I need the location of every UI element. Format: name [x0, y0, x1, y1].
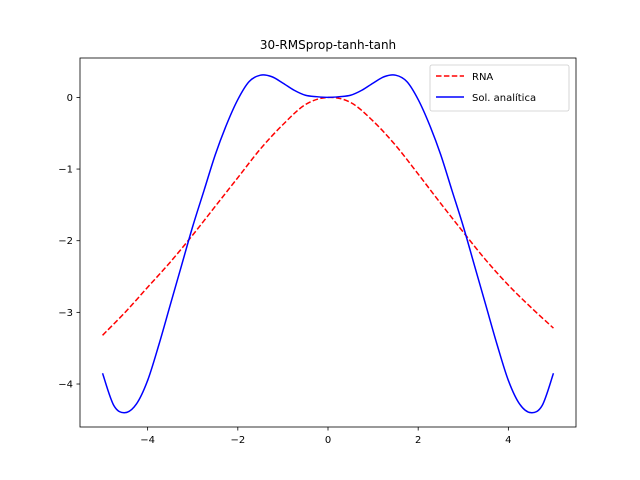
legend: RNA Sol. analítica [429, 64, 570, 112]
y-axis-ticks: −4 −3 −2 −1 0 [58, 93, 80, 391]
y-tick-label: −3 [58, 308, 73, 319]
x-tick-label: 0 [325, 435, 331, 446]
legend-box [429, 64, 570, 112]
series-line-sol-analitica [101, 74, 555, 414]
x-axis-ticks: −4 −2 0 2 4 [140, 427, 512, 446]
chart-title: 30-RMSprop-tanh-tanh [260, 38, 396, 52]
series-layer [101, 74, 555, 414]
x-tick-label: −4 [140, 435, 155, 446]
y-tick-label: −2 [58, 236, 73, 247]
legend-label: RNA [472, 72, 493, 83]
y-tick-label: −4 [58, 380, 73, 391]
y-tick-label: 0 [67, 93, 73, 104]
legend-label: Sol. analítica [472, 92, 536, 104]
x-tick-label: 4 [505, 435, 511, 446]
y-tick-label: −1 [58, 165, 73, 176]
x-tick-label: 2 [415, 435, 421, 446]
x-tick-label: −2 [230, 435, 245, 446]
